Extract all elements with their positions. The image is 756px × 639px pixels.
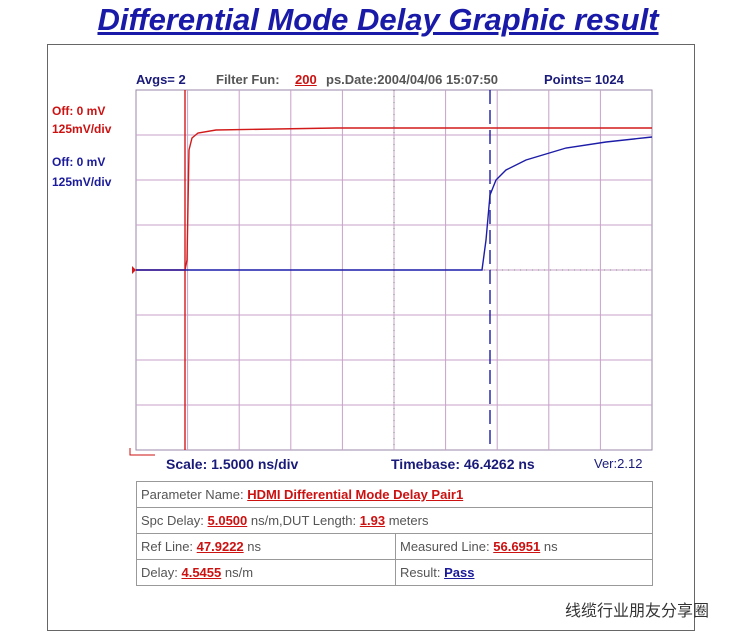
title: Differential Mode Delay Graphic result [97, 2, 659, 37]
result-table: Parameter Name: HDMI Differential Mode D… [136, 481, 653, 586]
ch2-offset: Off: 0 mV [52, 155, 106, 169]
label: Ref Line: [141, 539, 194, 554]
marker [132, 266, 136, 274]
version: Ver:2.12 [594, 456, 643, 471]
filter-value: 200 [295, 72, 317, 87]
avgs: Avgs= 2 [136, 72, 186, 87]
label: Measured Line: [400, 539, 490, 554]
ch2-scale: 125mV/div [52, 175, 112, 189]
ch1-offset: Off: 0 mV [52, 104, 106, 118]
label: Result: [400, 565, 441, 580]
value: 47.9222 [196, 539, 244, 554]
value: HDMI Differential Mode Delay Pair1 [247, 487, 464, 502]
label: Delay: [141, 565, 178, 580]
unit: ns/m [224, 565, 254, 580]
value: Pass [444, 565, 475, 580]
scale-icon [129, 448, 155, 456]
timebase: Timebase: 46.4262 ns [391, 456, 535, 472]
value: 5.0500 [207, 513, 248, 528]
value: 4.5455 [181, 565, 222, 580]
unit: ns [247, 539, 262, 554]
frame [47, 44, 695, 631]
ch1-scale: 125mV/div [52, 122, 112, 136]
plot [129, 89, 653, 456]
label: Spc Delay: [141, 513, 204, 528]
value: 56.6951 [493, 539, 541, 554]
unit: ns/m,DUT Length: [250, 513, 357, 528]
label: Parameter Name: [141, 487, 244, 502]
unit: meters [388, 513, 429, 528]
blue-trace [136, 136, 653, 271]
watermark: 线缆行业朋友分享圈 [565, 603, 710, 620]
scale: Scale: 1.5000 ns/div [166, 456, 299, 472]
unit: ns [543, 539, 558, 554]
value: 1.93 [359, 513, 386, 528]
filter-label: Filter Fun: [216, 72, 280, 87]
date: ps.Date:2004/04/06 15:07:50 [326, 72, 499, 87]
points: Points= 1024 [544, 72, 624, 87]
